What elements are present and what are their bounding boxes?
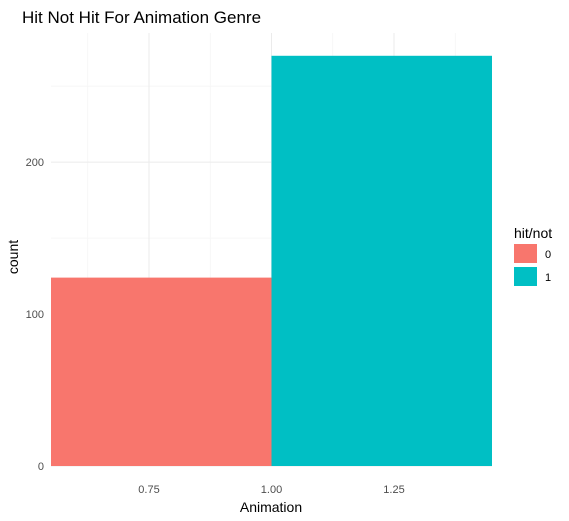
bars — [51, 55, 492, 466]
legend-label-0: 0 — [545, 249, 551, 261]
x-tick-label: 1.25 — [383, 484, 404, 496]
x-tick-label: 0.75 — [138, 484, 159, 496]
x-axis-ticks: 0.75 1.00 1.25 — [138, 484, 404, 496]
y-tick-label: 0 — [38, 461, 44, 473]
legend-title: hit/not — [514, 225, 552, 241]
legend-swatch-1 — [514, 267, 537, 286]
bar-1 — [271, 55, 492, 466]
bar-0 — [51, 277, 272, 466]
y-axis-title: count — [5, 240, 21, 274]
x-tick-label: 1.00 — [261, 484, 282, 496]
legend: hit/not 0 1 — [514, 225, 552, 286]
x-axis-title: Animation — [240, 499, 302, 515]
legend-label-1: 1 — [545, 272, 551, 284]
y-tick-label: 100 — [26, 309, 44, 321]
y-tick-label: 200 — [26, 157, 44, 169]
chart-title: Hit Not Hit For Animation Genre — [22, 8, 261, 27]
legend-swatch-0 — [514, 244, 537, 263]
y-axis-ticks: 0 100 200 — [26, 157, 44, 473]
